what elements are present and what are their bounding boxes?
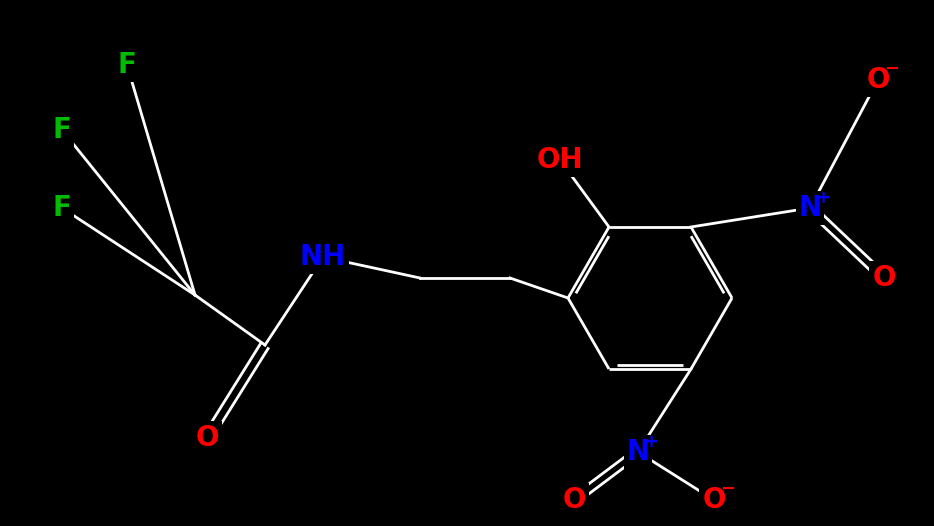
Text: +: +	[815, 189, 830, 207]
Text: O: O	[195, 424, 219, 452]
Text: −: −	[720, 480, 736, 498]
Text: O: O	[702, 486, 726, 514]
Text: NH: NH	[300, 243, 347, 271]
Text: O: O	[872, 264, 896, 292]
Text: O: O	[866, 66, 890, 94]
Text: +: +	[644, 433, 658, 451]
Text: O: O	[562, 486, 586, 514]
Text: F: F	[118, 51, 136, 79]
Text: −: −	[884, 60, 899, 78]
Text: F: F	[52, 194, 71, 222]
Text: F: F	[52, 116, 71, 144]
Text: OH: OH	[537, 146, 584, 174]
Text: N: N	[627, 438, 649, 466]
Text: N: N	[799, 194, 822, 222]
